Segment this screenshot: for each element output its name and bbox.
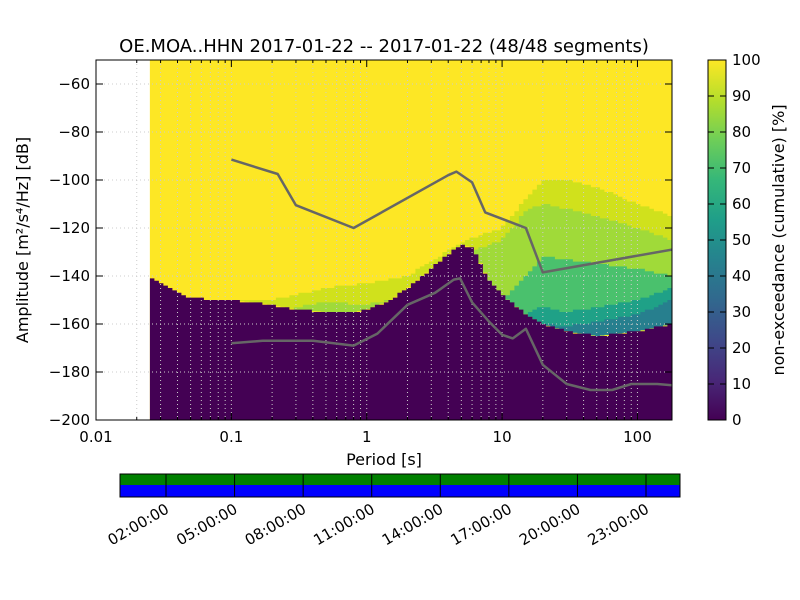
availability-tick-label: 02:00:00	[105, 500, 172, 549]
x-tick-label: 10	[493, 428, 512, 446]
y-tick-label: −200	[49, 411, 90, 429]
heatmap-band-floor	[149, 244, 672, 420]
chart-title: OE.MOA..HHN 2017-01-22 -- 2017-01-22 (48…	[119, 36, 649, 57]
availability-tick-label: 23:00:00	[585, 500, 652, 549]
x-tick-label: 0.01	[79, 428, 112, 446]
availability-chart: 02:00:00 05:00:00 08:00:00 11:00:00 14:00:00…	[105, 473, 681, 549]
x-axis-label: Period [s]	[346, 450, 422, 469]
availability-tick-label: 08:00:00	[242, 500, 309, 549]
series-lines	[231, 158, 672, 392]
colorbar-tick-label: 100	[732, 51, 761, 69]
plot-area	[149, 60, 672, 420]
y-axis: −200 −180 −160 −140 −120 −100 −80 −60	[49, 75, 672, 429]
availability-bar-bottom	[120, 485, 680, 497]
y-axis-label: Amplitude [m²/s⁴/Hz] [dB]	[13, 137, 32, 343]
y-tick-label: −100	[49, 171, 90, 189]
y-tick-label: −180	[49, 363, 90, 381]
colorbar: 0 10 20 30 40 50 60 70 80 90 100 non-exceedance (c…	[707, 51, 788, 429]
colorbar-tick-label: 90	[732, 87, 751, 105]
availability-bar-top	[120, 474, 680, 485]
availability-tick-label: 14:00:00	[379, 500, 446, 549]
colorbar-tick-label: 20	[732, 339, 751, 357]
y-tick-label: −80	[58, 123, 90, 141]
grid-lines	[96, 60, 672, 421]
availability-frame	[119, 473, 681, 498]
availability-tick-label: 17:00:00	[448, 500, 515, 549]
y-tick-label: −140	[49, 267, 90, 285]
availability-tick-label: 11:00:00	[310, 500, 377, 549]
colorbar-tick-label: 0	[732, 411, 742, 429]
colorbar-tick-label: 10	[732, 375, 751, 393]
availability-tick-label: 20:00:00	[516, 500, 583, 549]
colorbar-tick-label: 60	[732, 195, 751, 213]
colorbar-label: non-exceedance (cumulative) [%]	[769, 104, 788, 375]
colorbar-tick-label: 40	[732, 267, 751, 285]
y-tick-label: −160	[49, 315, 90, 333]
x-tick-label: 1	[362, 428, 372, 446]
availability-tick-label: 05:00:00	[173, 500, 240, 549]
colorbar-tick-label: 50	[732, 231, 751, 249]
plot-frame	[95, 59, 673, 421]
series-line-2	[231, 277, 672, 392]
x-tick-label: 0.1	[219, 428, 243, 446]
main-chart: OE.MOA..HHN 2017-01-22 -- 2017-01-22 (48…	[13, 36, 673, 469]
heatmap-band-5	[541, 300, 672, 336]
y-tick-label: −60	[58, 75, 90, 93]
series-line-1	[231, 158, 672, 274]
colorbar-tick-label: 80	[732, 123, 751, 141]
y-tick-label: −120	[49, 219, 90, 237]
x-axis: 0.01 0.1 1 10 100	[79, 60, 652, 446]
colorbar-ticks: 0 10 20 30 40 50 60 70 80 90 100	[708, 51, 761, 429]
x-tick-label: 100	[623, 428, 652, 446]
colorbar-tick-label: 70	[732, 159, 751, 177]
colorbar-tick-label: 30	[732, 303, 751, 321]
